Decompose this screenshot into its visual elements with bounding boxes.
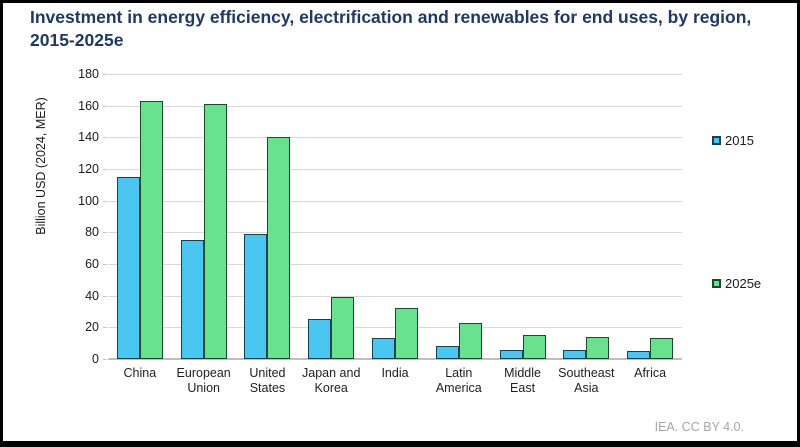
y-tick-label: 0: [92, 352, 99, 366]
bar-2025e-africa: [650, 338, 674, 359]
y-tick-label: 160: [78, 98, 99, 113]
y-tick-mark: [103, 137, 107, 139]
bar-2025e-india: [395, 308, 418, 359]
bar-2025e-southeast-asia: [586, 336, 610, 359]
x-tick-label-southeast-asia: Southeast Asia: [558, 366, 615, 395]
y-tick-mark: [103, 264, 107, 265]
x-tick-label-united-states: United States: [249, 366, 286, 395]
y-tick-mark: [103, 105, 107, 107]
x-axis-line: [108, 358, 682, 360]
gridline: [108, 200, 682, 202]
legend-label-2025e: 2025e: [725, 276, 762, 291]
plot-area: 0 20 40 60 80 100 120 140 160 180 China European Un…: [3, 3, 797, 441]
x-tick-label-china: China: [123, 366, 157, 380]
bar-2025e-japan-and-korea: [331, 297, 355, 359]
chart-title: Investment in energy efficiency, electri…: [30, 7, 752, 50]
y-tick-label: 40: [85, 288, 99, 303]
bar-2015-latin-america: [435, 346, 459, 359]
gridline: [108, 74, 682, 75]
y-tick-mark: [103, 200, 107, 202]
gridline: [108, 232, 682, 234]
bar-2015-africa: [627, 351, 651, 359]
bar-2015-southeast-asia: [563, 349, 587, 359]
x-tick-label-india: India: [381, 366, 409, 380]
gridline: [108, 137, 682, 139]
legend-item-2025e: 2025e: [712, 276, 761, 291]
bar-2025e-middle-east: [522, 335, 546, 359]
y-tick-label: 80: [85, 225, 99, 240]
y-tick-label: 60: [85, 257, 99, 271]
y-tick-mark: [103, 327, 107, 329]
bar-2015-european-union: [180, 240, 204, 359]
bar-2015-china: [116, 176, 140, 359]
legend-label-2015: 2015: [725, 133, 754, 148]
y-tick-mark: [103, 232, 107, 234]
x-tick-label-european-union: European Union: [176, 366, 231, 395]
bar-2025e-china: [139, 100, 163, 359]
legend-swatch-2025e-icon: [712, 279, 721, 288]
y-tick-mark: [103, 295, 107, 297]
x-tick-label-middle-east: Middle East: [504, 366, 541, 395]
bar-2015-middle-east: [499, 349, 523, 359]
bar-2015-japan-and-korea: [308, 319, 332, 359]
y-tick-label: 140: [78, 130, 99, 145]
bar-2025e-latin-america: [458, 322, 482, 359]
y-tick-mark: [103, 169, 107, 170]
y-tick-label: 120: [78, 162, 99, 176]
bar-2015-india: [372, 338, 395, 359]
x-tick-label-africa: Africa: [634, 366, 667, 380]
y-tick-mark: [103, 74, 107, 75]
bar-2015-united-states: [244, 233, 268, 359]
legend-swatch-2015-icon: [712, 136, 721, 145]
gridline: [108, 295, 682, 297]
y-tick-label: 100: [78, 193, 99, 208]
bar-2025e-european-union: [203, 104, 227, 359]
y-tick-label: 180: [78, 67, 99, 81]
bar-2025e-united-states: [267, 137, 291, 359]
legend-item-2015: 2015: [712, 133, 754, 148]
attribution-text: IEA. CC BY 4.0.: [654, 420, 744, 434]
x-tick-label-japan-and-korea: Japan and Korea: [302, 366, 361, 395]
y-tick-mark: [103, 359, 107, 360]
gridline: [108, 105, 682, 107]
gridline: [108, 264, 682, 265]
gridline: [108, 169, 682, 170]
x-tick-label-latin-america: Latin America: [435, 366, 482, 395]
y-tick-label: 20: [85, 320, 99, 335]
